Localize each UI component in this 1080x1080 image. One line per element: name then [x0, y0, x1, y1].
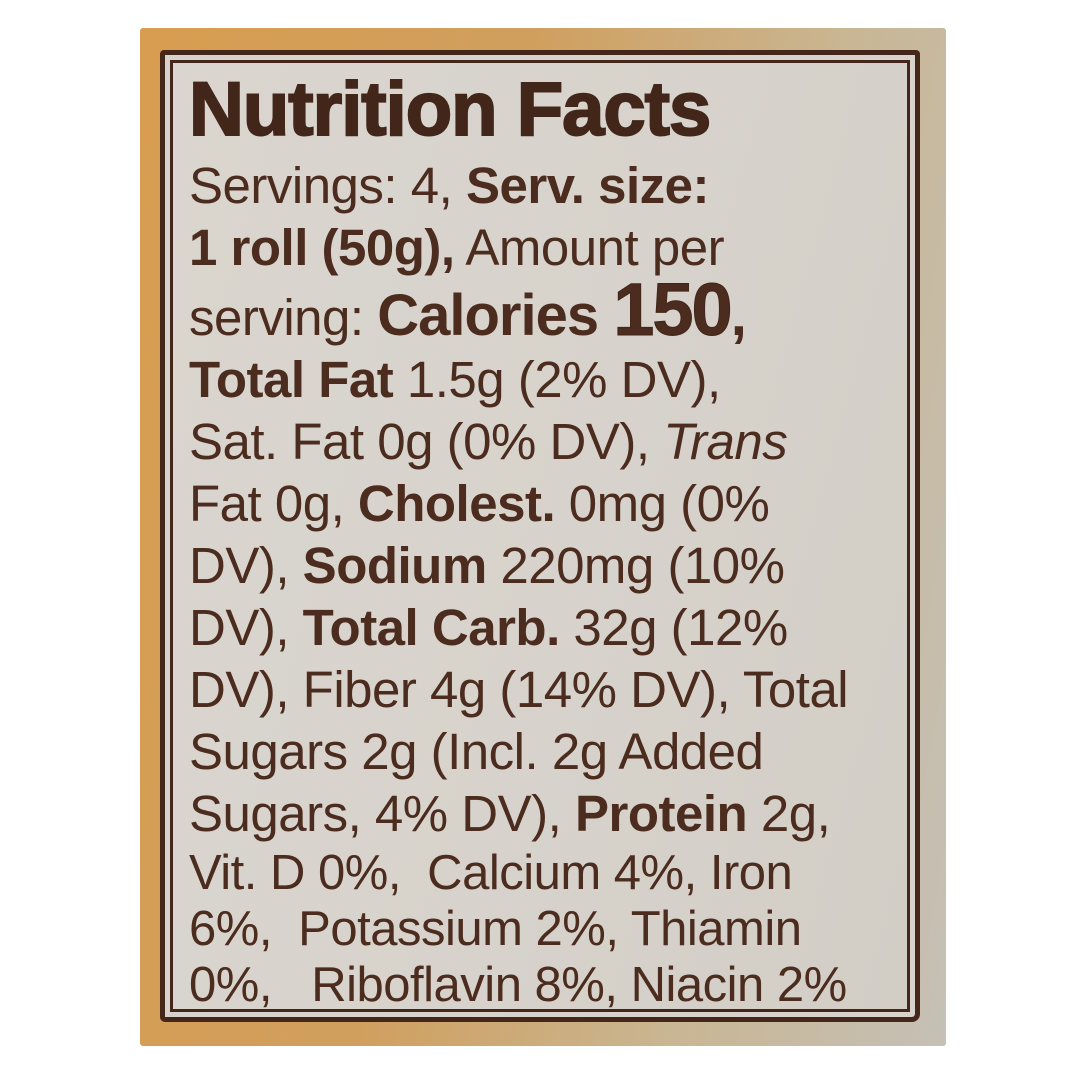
- package-photo-area: Nutrition Facts Servings: 4, Serv. size:…: [140, 28, 946, 1046]
- label-text-line: DV), Sodium 220mg (10%: [189, 535, 905, 597]
- text-segment: 0mg (0%: [568, 474, 770, 532]
- label-text-line: Sugars, 4% DV), Protein 2g,: [189, 783, 905, 845]
- label-text-line: serving: Calories 150,: [189, 272, 905, 349]
- text-segment: 0%, Riboflavin 8%, Niacin 2%: [189, 957, 847, 1011]
- text-segment: Sodium: [302, 536, 501, 594]
- text-segment: 1 roll (50g),: [189, 218, 455, 276]
- nutrition-facts-text: Servings: 4, Serv. size: 1 roll (50g), Am…: [189, 155, 905, 1011]
- nutrition-label-content: Nutrition Facts Servings: 4, Serv. size:…: [189, 69, 905, 1011]
- label-text-line: Sat. Fat 0g (0% DV), Trans: [189, 411, 905, 473]
- label-text-line: Sugars 2g (Incl. 2g Added: [189, 721, 905, 783]
- text-segment: 6%, Potassium 2%, Thiamin: [189, 901, 802, 956]
- text-segment: DV),: [189, 598, 303, 656]
- text-segment: Fat 0g,: [189, 474, 358, 532]
- label-text-line: DV), Fiber 4g (14% DV), Total: [189, 659, 905, 721]
- text-segment: Cholest.: [357, 474, 569, 532]
- text-segment: Servings: 4,: [189, 156, 466, 214]
- label-text-line: Vit. D 0%, Calcium 4%, Iron: [189, 845, 905, 901]
- text-segment: Trans: [663, 412, 788, 470]
- text-segment: 32g (12%: [573, 598, 788, 656]
- text-segment: Sugars, 4% DV),: [189, 784, 575, 842]
- label-text-line: Servings: 4, Serv. size:: [189, 155, 905, 217]
- nutrition-label: Nutrition Facts Servings: 4, Serv. size:…: [160, 50, 920, 1022]
- text-segment: Calories: [377, 282, 614, 348]
- text-segment: 2g,: [760, 784, 831, 842]
- text-segment: Amount per: [454, 218, 725, 276]
- text-segment: Total Carb.: [302, 598, 574, 656]
- text-segment: Serv. size:: [465, 156, 710, 214]
- text-segment: Protein: [574, 784, 761, 842]
- label-text-line: Fat 0g, Cholest. 0mg (0%: [189, 473, 905, 535]
- label-text-line: DV), Total Carb. 32g (12%: [189, 597, 905, 659]
- text-segment: Sugars 2g (Incl. 2g Added: [189, 722, 764, 780]
- label-text-line: 6%, Potassium 2%, Thiamin: [189, 901, 905, 957]
- text-segment: Total Fat: [189, 350, 407, 408]
- text-segment: 220mg (10%: [500, 536, 785, 594]
- text-segment: DV), Fiber 4g (14% DV), Total: [189, 660, 849, 718]
- nutrition-facts-title: Nutrition Facts: [189, 69, 712, 152]
- text-segment: Vit. D 0%, Calcium 4%, Iron: [189, 845, 793, 900]
- text-segment: 1.5g (2% DV),: [406, 350, 721, 408]
- label-text-line: 0%, Riboflavin 8%, Niacin 2%: [189, 957, 905, 1011]
- text-segment: 150: [613, 267, 733, 351]
- label-text-line: 1 roll (50g), Amount per: [189, 217, 905, 279]
- label-text-line: Total Fat 1.5g (2% DV),: [189, 349, 905, 411]
- text-segment: ,: [730, 282, 747, 348]
- text-segment: Sat. Fat 0g (0% DV),: [189, 412, 664, 470]
- text-segment: serving:: [189, 288, 378, 346]
- text-segment: DV),: [189, 536, 303, 594]
